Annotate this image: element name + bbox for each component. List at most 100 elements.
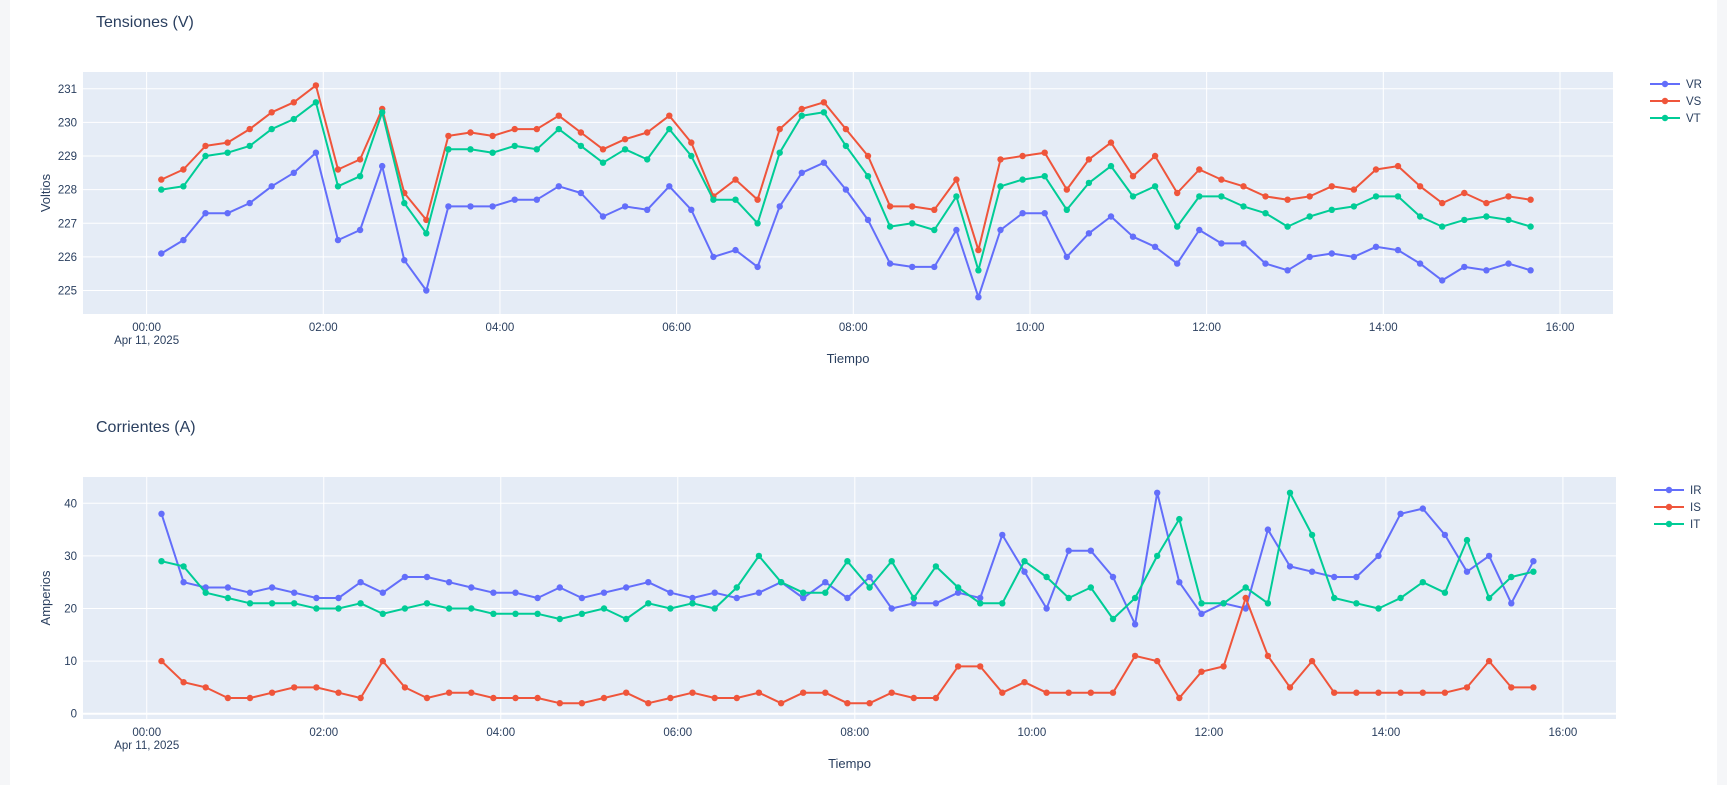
data-point[interactable] <box>931 206 938 213</box>
data-point[interactable] <box>866 700 873 707</box>
data-point[interactable] <box>224 584 232 591</box>
data-point[interactable] <box>1264 652 1272 660</box>
data-point[interactable] <box>600 589 608 596</box>
data-point[interactable] <box>776 125 783 133</box>
data-point[interactable] <box>1483 213 1490 220</box>
data-point[interactable] <box>1483 199 1490 207</box>
data-point[interactable] <box>1284 267 1291 274</box>
data-point[interactable] <box>445 605 453 612</box>
data-point[interactable] <box>666 112 673 119</box>
data-point[interactable] <box>1242 605 1249 612</box>
data-point[interactable] <box>1174 223 1181 230</box>
data-point[interactable] <box>224 139 231 146</box>
data-point[interactable] <box>180 579 187 586</box>
data-point[interactable] <box>158 558 165 565</box>
data-point[interactable] <box>335 594 342 602</box>
data-point[interactable] <box>1262 210 1269 217</box>
data-point[interactable] <box>224 694 232 702</box>
data-point[interactable] <box>401 257 408 264</box>
data-point[interactable] <box>1264 600 1272 607</box>
data-point[interactable] <box>511 125 518 133</box>
data-point[interactable] <box>645 700 652 707</box>
data-point[interactable] <box>335 689 342 696</box>
data-point[interactable] <box>533 125 540 133</box>
data-point[interactable] <box>910 694 917 702</box>
data-point[interactable] <box>798 105 805 113</box>
data-point[interactable] <box>268 125 275 133</box>
data-point[interactable] <box>1397 510 1404 517</box>
data-point[interactable] <box>800 594 807 602</box>
data-point[interactable] <box>1527 196 1534 203</box>
data-point[interactable] <box>1397 594 1404 602</box>
data-point[interactable] <box>599 159 607 166</box>
data-point[interactable] <box>1286 563 1294 570</box>
data-point[interactable] <box>1041 210 1048 217</box>
data-point[interactable] <box>1019 176 1026 183</box>
data-point[interactable] <box>864 173 872 180</box>
data-point[interactable] <box>401 573 409 581</box>
data-point[interactable] <box>578 700 586 707</box>
data-point[interactable] <box>909 263 916 271</box>
data-point[interactable] <box>202 152 209 160</box>
data-point[interactable] <box>844 594 851 602</box>
data-point[interactable] <box>1198 610 1205 617</box>
data-point[interactable] <box>1331 573 1338 581</box>
data-point[interactable] <box>1242 584 1249 591</box>
data-point[interactable] <box>798 112 805 119</box>
data-point[interactable] <box>1043 573 1050 581</box>
data-point[interactable] <box>1240 240 1247 247</box>
data-point[interactable] <box>997 156 1004 163</box>
data-point[interactable] <box>953 176 960 183</box>
data-point[interactable] <box>1109 689 1117 696</box>
data-point[interactable] <box>1397 689 1404 696</box>
data-point[interactable] <box>1483 267 1490 274</box>
data-point[interactable] <box>401 199 408 207</box>
data-point[interactable] <box>468 584 475 591</box>
data-point[interactable] <box>1151 152 1159 160</box>
data-point[interactable] <box>1308 531 1316 539</box>
data-point[interactable] <box>489 132 496 140</box>
data-point[interactable] <box>999 531 1006 539</box>
data-point[interactable] <box>1530 568 1537 575</box>
data-point[interactable] <box>423 694 431 702</box>
data-point[interactable] <box>1463 568 1471 575</box>
data-point[interactable] <box>1308 657 1316 665</box>
data-point[interactable] <box>667 694 674 702</box>
data-point[interactable] <box>1176 579 1183 586</box>
data-point[interactable] <box>556 615 563 623</box>
data-point[interactable] <box>1085 230 1093 237</box>
data-point[interactable] <box>246 142 253 150</box>
data-point[interactable] <box>467 146 474 153</box>
data-point[interactable] <box>268 109 275 116</box>
data-point[interactable] <box>290 169 297 176</box>
data-point[interactable] <box>1394 162 1402 170</box>
data-point[interactable] <box>1240 183 1247 190</box>
data-point[interactable] <box>1043 689 1050 696</box>
data-point[interactable] <box>445 132 452 140</box>
data-point[interactable] <box>1439 223 1446 230</box>
data-point[interactable] <box>158 250 165 257</box>
data-point[interactable] <box>423 600 431 607</box>
data-point[interactable] <box>357 600 364 607</box>
data-point[interactable] <box>1019 152 1026 160</box>
data-point[interactable] <box>733 584 740 591</box>
data-point[interactable] <box>1461 189 1468 197</box>
data-point[interactable] <box>1308 568 1316 575</box>
data-point[interactable] <box>312 99 320 106</box>
data-point[interactable] <box>1218 240 1225 247</box>
data-point[interactable] <box>621 203 629 210</box>
data-point[interactable] <box>555 125 562 133</box>
data-point[interactable] <box>356 226 364 234</box>
data-point[interactable] <box>224 594 232 602</box>
data-point[interactable] <box>1262 193 1269 200</box>
data-point[interactable] <box>975 267 982 274</box>
data-point[interactable] <box>290 115 297 123</box>
data-point[interactable] <box>1527 223 1534 230</box>
data-point[interactable] <box>977 600 984 607</box>
data-point[interactable] <box>246 125 253 133</box>
data-point[interactable] <box>556 700 563 707</box>
data-point[interactable] <box>954 663 962 670</box>
data-point[interactable] <box>1065 547 1072 554</box>
data-point[interactable] <box>666 125 673 133</box>
data-point[interactable] <box>954 589 962 596</box>
